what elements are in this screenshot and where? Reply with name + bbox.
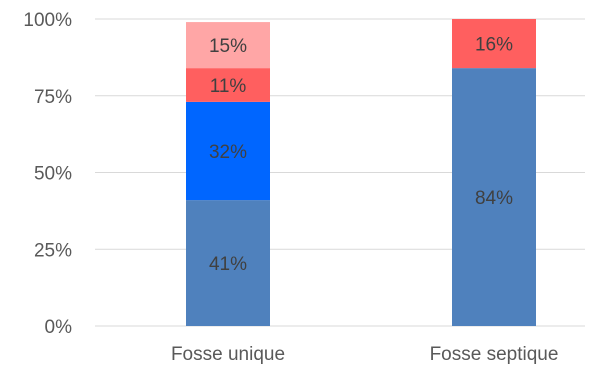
- bar-segment: [452, 68, 536, 327]
- bars: [186, 19, 536, 327]
- data-label: 32%: [209, 142, 247, 163]
- y-tick-label: 75%: [34, 87, 72, 108]
- y-tick-label: 25%: [34, 240, 72, 261]
- data-label: 15%: [209, 36, 247, 57]
- bar-segment: [186, 22, 270, 69]
- bar-segment: [186, 200, 270, 326]
- bar-segment: [186, 68, 270, 102]
- data-label: 16%: [475, 35, 513, 56]
- bar-segment: [186, 101, 270, 201]
- bar-segment: [452, 19, 536, 69]
- y-tick-label: 0%: [45, 317, 73, 338]
- data-label: 41%: [209, 254, 247, 275]
- data-labels: 41% 32% 11% 15% 84% 16%: [209, 35, 513, 276]
- y-tick-label: 100%: [23, 10, 72, 31]
- x-category-label: Fosse unique: [171, 344, 285, 365]
- x-category-label: Fosse septique: [430, 344, 559, 365]
- y-tick-label: 50%: [34, 164, 72, 185]
- y-axis-tick-labels: 0% 25% 50% 75% 100%: [23, 10, 72, 338]
- data-label: 11%: [210, 76, 247, 97]
- x-axis-category-labels: Fosse unique Fosse septique: [171, 344, 558, 365]
- data-label: 84%: [475, 188, 513, 209]
